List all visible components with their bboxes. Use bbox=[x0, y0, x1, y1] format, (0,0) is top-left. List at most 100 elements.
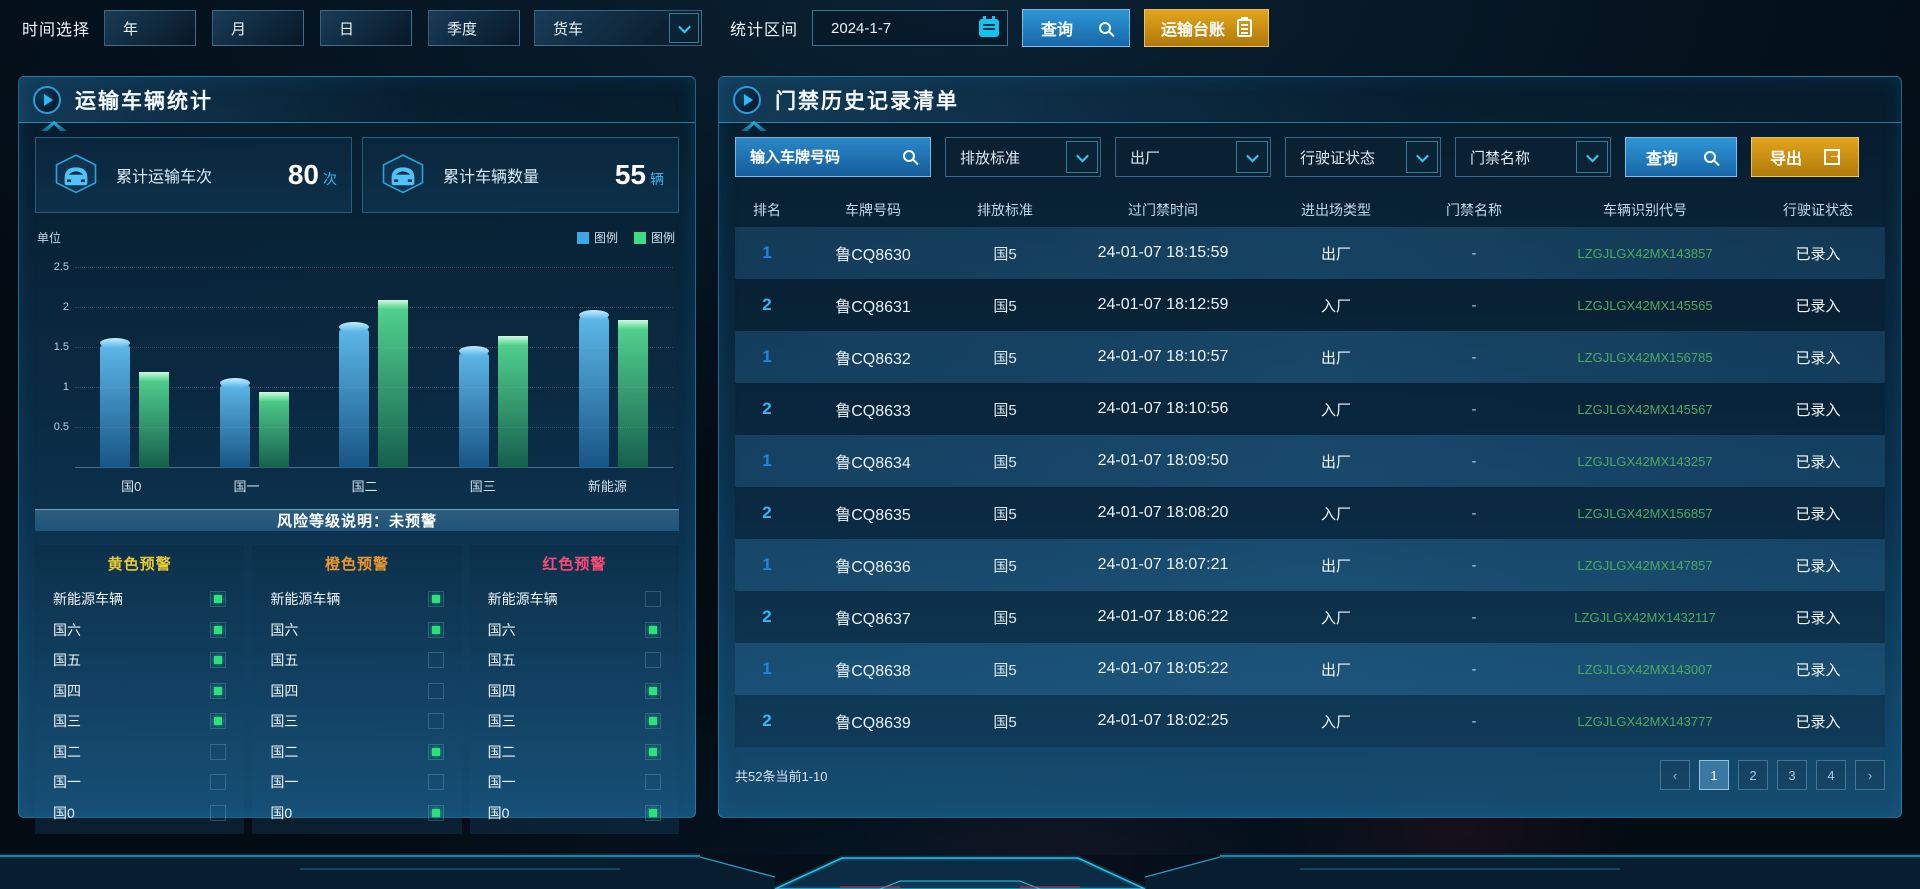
table-row[interactable]: 1 鲁CQ8630 国5 24-01-07 18:15:59 出厂 - LZGJLGX42M… bbox=[735, 227, 1885, 279]
gate-history-table: 排名 车牌号码 排放标准 过门禁时间 进出场类型 门禁名称 车辆识别代号 行驶证状态 1 鲁CQ… bbox=[735, 193, 1885, 809]
page-button-1[interactable]: 1 bbox=[1699, 760, 1729, 790]
table-footer: 共52条当前1-10 ‹ 1 2 3 4 › bbox=[735, 751, 1885, 799]
filter-select-3[interactable]: 门禁名称 bbox=[1455, 137, 1611, 177]
stat-card-0: 累计运输车次 80 次 bbox=[35, 137, 352, 213]
warning-checkbox[interactable] bbox=[210, 743, 227, 760]
topbar-query-button[interactable]: 查询 bbox=[1022, 9, 1131, 47]
table-row[interactable]: 1 鲁CQ8638 国5 24-01-07 18:05:22 出厂 - LZGJLGX42M… bbox=[735, 643, 1885, 695]
period-button-月[interactable]: 月 bbox=[212, 10, 305, 46]
warning-checkbox[interactable] bbox=[644, 774, 661, 791]
page-button-2[interactable]: 2 bbox=[1738, 760, 1768, 790]
plate-search-input[interactable] bbox=[735, 137, 931, 177]
warning-item: 国四 bbox=[488, 676, 661, 707]
date-picker[interactable]: 2024-1-7 bbox=[812, 10, 1009, 46]
warning-item-label: 国一 bbox=[487, 774, 516, 791]
page-button-3[interactable]: 3 bbox=[1777, 760, 1807, 790]
table-cell-5: - bbox=[1471, 452, 1477, 470]
warning-checkbox[interactable] bbox=[644, 652, 661, 669]
bar-series2 bbox=[139, 372, 170, 468]
warning-checkbox[interactable] bbox=[427, 804, 444, 821]
warning-checkbox[interactable] bbox=[427, 621, 444, 638]
stat-label: 累计运输车次 bbox=[116, 169, 213, 186]
gridline-1: 1 bbox=[63, 381, 673, 393]
page-button-4[interactable]: 4 bbox=[1816, 760, 1846, 790]
right-panel-header: 门禁历史记录清单 bbox=[719, 77, 1901, 123]
warning-item: 国六 bbox=[488, 615, 661, 646]
page-next-button[interactable]: › bbox=[1855, 760, 1885, 790]
warning-checkbox[interactable] bbox=[644, 743, 661, 760]
warning-item: 国五 bbox=[53, 645, 227, 676]
legend-item-0[interactable]: 图例 bbox=[576, 229, 618, 246]
date-value: 2024-1-7 bbox=[831, 19, 892, 37]
warning-item-label: 国六 bbox=[270, 621, 299, 638]
stat-label: 累计车辆数量 bbox=[443, 169, 540, 186]
table-header-cell: 行驶证状态 bbox=[1783, 202, 1853, 218]
warning-item: 新能源车辆 bbox=[53, 584, 227, 615]
bar-group-新能源 bbox=[578, 310, 648, 468]
vehicle-type-select[interactable]: 货车 bbox=[534, 10, 703, 46]
y-tick-label: 1 bbox=[62, 381, 69, 393]
filter-select-1[interactable]: 出厂 bbox=[1115, 137, 1271, 177]
filter-select-value: 出厂 bbox=[1130, 149, 1161, 167]
table-cell-4: 入厂 bbox=[1320, 609, 1351, 627]
bottom-hud-decoration bbox=[0, 853, 1920, 889]
warning-checkbox[interactable] bbox=[644, 591, 661, 608]
warning-checkbox[interactable] bbox=[644, 804, 661, 821]
table-cell-3: 24-01-07 18:08:20 bbox=[1097, 504, 1229, 521]
warning-checkbox[interactable] bbox=[210, 591, 227, 608]
clipboard-icon bbox=[1237, 17, 1253, 37]
warning-checkbox[interactable] bbox=[427, 652, 444, 669]
filter-select-2[interactable]: 行驶证状态 bbox=[1285, 137, 1441, 177]
table-row[interactable]: 1 鲁CQ8632 国5 24-01-07 18:10:57 出厂 - LZGJLGX42M… bbox=[735, 331, 1885, 383]
table-row[interactable]: 1 鲁CQ8634 国5 24-01-07 18:09:50 出厂 - LZGJLGX42M… bbox=[735, 435, 1885, 487]
table-row[interactable]: 2 鲁CQ8635 国5 24-01-07 18:08:20 入厂 - LZGJLGX42M… bbox=[735, 487, 1885, 539]
warning-checkbox[interactable] bbox=[427, 743, 444, 760]
period-button-年[interactable]: 年 bbox=[104, 10, 197, 46]
warning-columns: 黄色预警 新能源车辆 国六 国五 国四 国三 国二 国一 国0 橙色预警 新能源车辆 国六 国五 国四 国三… bbox=[35, 545, 679, 834]
table-row[interactable]: 2 鲁CQ8639 国5 24-01-07 18:02:25 入厂 - LZGJLGX42M… bbox=[735, 695, 1885, 747]
warning-checkbox[interactable] bbox=[644, 713, 661, 730]
period-button-日[interactable]: 日 bbox=[320, 10, 413, 46]
ledger-button[interactable]: 运输台账 bbox=[1144, 9, 1270, 47]
right-panel-title: 门禁历史记录清单 bbox=[775, 89, 959, 113]
time-select-label: 时间选择 bbox=[22, 22, 91, 39]
chart-x-labels: 国0 国一 国二 国三 新能源 bbox=[75, 476, 673, 495]
warning-column-1: 橙色预警 新能源车辆 国六 国五 国四 国三 国二 国一 国0 bbox=[252, 545, 462, 834]
warning-item: 国四 bbox=[270, 676, 444, 707]
warning-item: 国三 bbox=[488, 706, 661, 737]
warning-checkbox[interactable] bbox=[644, 682, 661, 699]
warning-checkbox[interactable] bbox=[210, 652, 227, 669]
export-button[interactable]: 导出 bbox=[1751, 137, 1860, 177]
warning-checkbox[interactable] bbox=[644, 621, 661, 638]
table-cell-2: 国5 bbox=[993, 349, 1017, 367]
warning-checkbox[interactable] bbox=[427, 682, 444, 699]
table-row[interactable]: 2 鲁CQ8633 国5 24-01-07 18:10:56 入厂 - LZGJLGX42M… bbox=[735, 383, 1885, 435]
table-cell-5: - bbox=[1471, 608, 1477, 626]
gridline-2: 2 bbox=[63, 301, 673, 313]
warning-item-label: 国二 bbox=[487, 743, 516, 760]
warning-checkbox[interactable] bbox=[427, 591, 444, 608]
warning-checkbox[interactable] bbox=[427, 713, 444, 730]
table-row[interactable]: 2 鲁CQ8631 国5 24-01-07 18:12:59 入厂 - LZGJLGX42M… bbox=[735, 279, 1885, 331]
stat-unit: 次 bbox=[323, 171, 337, 187]
table-cell-2: 国5 bbox=[993, 661, 1017, 679]
table-cell-5: - bbox=[1471, 296, 1477, 314]
page-prev-button[interactable]: ‹ bbox=[1660, 760, 1690, 790]
table-row[interactable]: 1 鲁CQ8636 国5 24-01-07 18:07:21 出厂 - LZGJLGX42M… bbox=[735, 539, 1885, 591]
table-cell-5: - bbox=[1471, 660, 1477, 678]
warning-checkbox[interactable] bbox=[210, 774, 227, 791]
warning-checkbox[interactable] bbox=[210, 713, 227, 730]
table-row[interactable]: 2 鲁CQ8637 国5 24-01-07 18:06:22 入厂 - LZGJLGX42M… bbox=[735, 591, 1885, 643]
table-cell-0: 1 bbox=[762, 555, 772, 574]
table-cell-0: 2 bbox=[762, 295, 772, 314]
filter-query-button[interactable]: 查询 bbox=[1625, 137, 1738, 177]
warning-checkbox[interactable] bbox=[210, 804, 227, 821]
legend-item-1[interactable]: 图例 bbox=[633, 229, 675, 246]
warning-checkbox[interactable] bbox=[210, 621, 227, 638]
table-cell-0: 2 bbox=[762, 607, 772, 626]
warning-checkbox[interactable] bbox=[427, 774, 444, 791]
stat-value-wrap: 80 次 bbox=[288, 159, 337, 191]
warning-checkbox[interactable] bbox=[210, 682, 227, 699]
period-button-季度[interactable]: 季度 bbox=[428, 10, 521, 46]
filter-select-0[interactable]: 排放标准 bbox=[945, 137, 1101, 177]
